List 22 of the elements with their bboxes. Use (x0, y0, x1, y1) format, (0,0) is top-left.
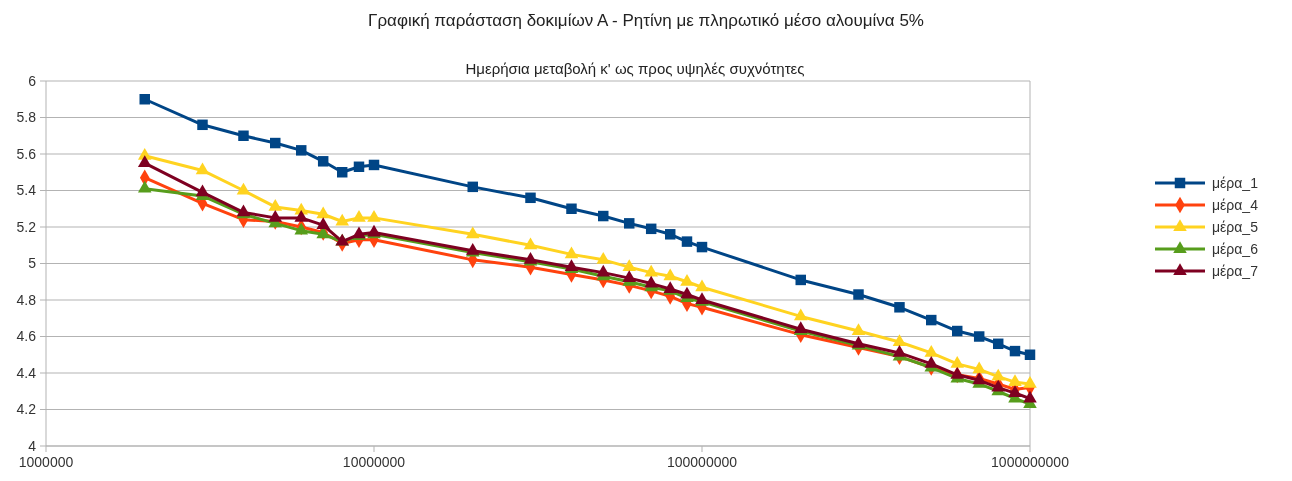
y-tick-label: 5.6 (16, 145, 37, 162)
legend-label: μέρα_1 (1212, 174, 1259, 191)
y-tick-label: 4.4 (16, 364, 37, 381)
y-tick-label: 4 (28, 437, 37, 454)
chart-title: Γραφική παράσταση δοκιμίων Α - Ρητίνη με πληρωτικό μέσο αλουμίνα 5% (368, 11, 924, 30)
legend-label: μέρα_5 (1212, 218, 1259, 235)
y-tick-label: 4.6 (16, 328, 37, 345)
chart-subtitle: Ημερήσια μεταβολή κ' ως προς υψηλές συχνότητες (465, 60, 805, 77)
y-tick-label: 6 (28, 72, 37, 89)
x-tick-label: 1000000 (18, 454, 74, 470)
y-tick-label: 5.8 (16, 109, 37, 126)
y-tick-label: 5.4 (16, 182, 37, 199)
legend-label: μέρα_7 (1212, 262, 1259, 279)
legend-label: μέρα_6 (1212, 240, 1259, 257)
y-tick-label: 5.2 (16, 218, 37, 235)
y-tick-label: 4.8 (16, 291, 37, 308)
y-tick-label: 4.2 (16, 401, 37, 418)
x-tick-label: 100000000 (666, 454, 738, 470)
x-tick-label: 1000000000 (991, 454, 1070, 470)
legend-label: μέρα_4 (1212, 196, 1259, 213)
y-tick-label: 5 (28, 255, 37, 272)
x-tick-label: 10000000 (342, 454, 406, 470)
